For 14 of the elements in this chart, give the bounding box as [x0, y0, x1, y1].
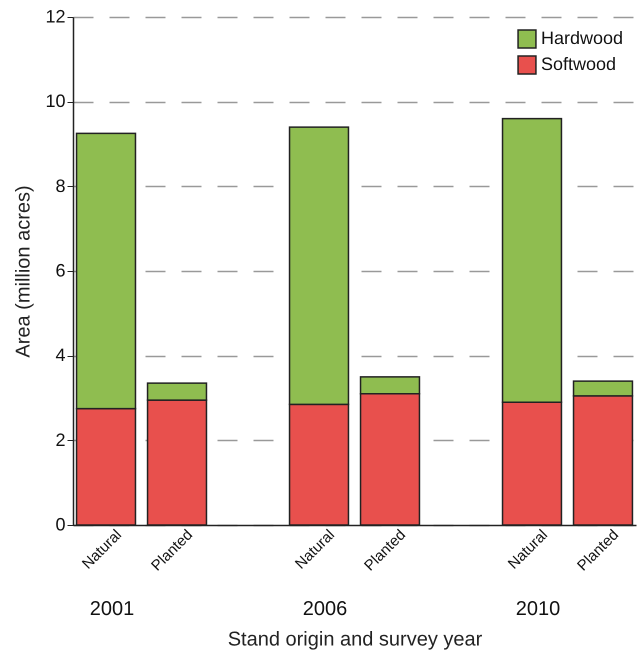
text: 2006 — [302, 598, 348, 620]
y-tick-label: 10 — [45, 91, 66, 112]
text: 2010 — [516, 598, 560, 620]
y-tick-label: 2 — [55, 430, 66, 450]
x-axis-title: Stand origin and survey year — [228, 628, 483, 650]
y-tick-label: 6 — [55, 260, 66, 280]
y-tick-label: 0 — [55, 514, 66, 534]
legend-label: Hardwood — [541, 28, 624, 48]
legend-label: Softwood — [541, 54, 616, 74]
y-tick-label: 8 — [55, 176, 66, 196]
y-tick-label: 4 — [55, 345, 66, 366]
y-tick-label: 12 — [45, 6, 66, 26]
y-axis-title: Area (million acres) — [12, 185, 34, 358]
text: 2001 — [90, 598, 134, 620]
